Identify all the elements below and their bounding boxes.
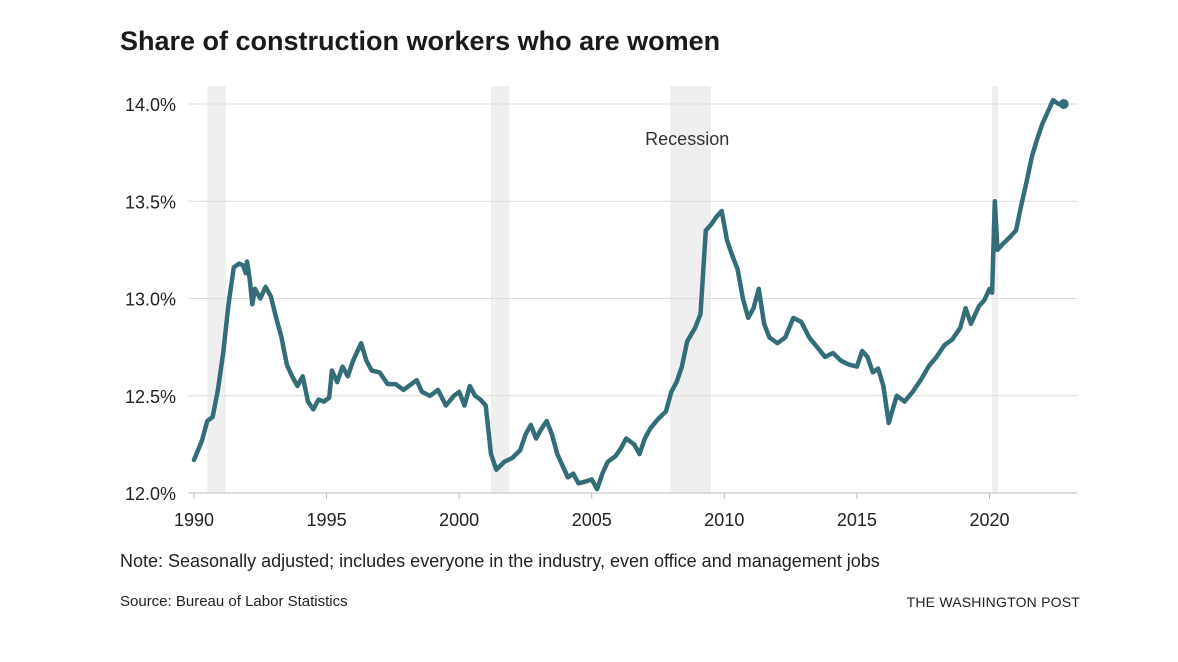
x-tick-label: 1990 [174,510,214,530]
series-layer [191,97,1069,492]
recession-band-1 [207,86,226,493]
y-tick-label: 13.5% [125,192,176,212]
recession-band-4 [992,86,999,493]
recession-annotation: Recession [645,129,729,149]
grid-lines [188,103,1077,494]
annotations: Recession [645,129,729,149]
recession-bands [207,86,999,493]
source-line: Source: Bureau of Labor Statistics [120,593,348,610]
publisher-credit: THE WASHINGTON POST [906,594,1080,610]
x-tick-label: 2000 [439,510,479,530]
x-tick-label: 2015 [837,510,877,530]
recession-band-2 [490,86,510,493]
series-line [191,97,1066,492]
y-tick-label: 12.5% [125,387,176,407]
y-axis-labels: 12.0% 12.5% 13.0% 13.5% 14.0% [125,95,176,504]
y-tick-label: 14.0% [125,95,176,115]
x-tick-label: 2010 [704,510,744,530]
x-axis-labels: 1990 1995 2000 2005 2010 2015 2020 [174,493,1010,530]
x-tick-label: 2020 [969,510,1009,530]
x-tick-label: 2005 [572,510,612,530]
series-endpoint [1058,99,1069,109]
chart-title: Share of construction workers who are wo… [120,26,721,56]
x-tick-label: 1995 [307,510,347,530]
y-tick-label: 13.0% [125,290,176,310]
y-tick-label: 12.0% [125,484,176,504]
chart-note: Note: Seasonally adjusted; includes ever… [120,551,880,571]
